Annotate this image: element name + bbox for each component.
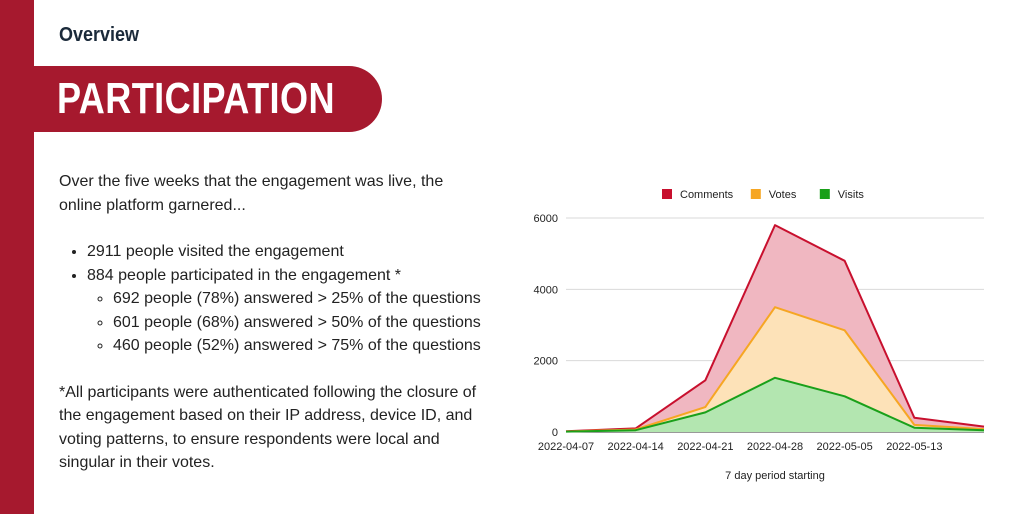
area-chart-svg: 0 2000 4000 6000 2022-04-07 2022-04-14 2022-04… (534, 189, 985, 482)
legend-swatch-votes (750, 189, 761, 199)
series-area-visits (566, 377, 984, 432)
bullet-visits: 2911 people visited the engagement (87, 240, 489, 264)
brand-side-bar (0, 0, 34, 514)
page-title: PARTICIPATION (57, 74, 335, 123)
section-label: Overview (59, 24, 140, 46)
body-text: Over the five weeks that the engagement … (59, 170, 489, 475)
sub-bullet-50: 601 people (68%) answered > 50% of the q… (113, 311, 489, 335)
legend-label-visits: Visits (838, 189, 865, 201)
y-tick-label-2000: 2000 (534, 356, 558, 368)
sub-bullet-list: 692 people (78%) answered > 25% of the q… (87, 287, 489, 358)
series-area-votes (566, 307, 984, 432)
y-tick-label-6000: 6000 (534, 213, 558, 225)
y-tick-label-0: 0 (552, 427, 558, 439)
intro-paragraph: Over the five weeks that the engagement … (59, 173, 444, 214)
title-banner: PARTICIPATION (34, 66, 382, 132)
x-tick-label-2: 2022-04-21 (677, 441, 733, 453)
participation-chart: 0 2000 4000 6000 2022-04-07 2022-04-14 2022-04… (520, 178, 1000, 488)
legend-label-votes: Votes (769, 189, 797, 201)
legend-swatch-comments (662, 189, 672, 199)
sub-bullet-25: 692 people (78%) answered > 25% of the q… (113, 287, 489, 311)
bullet-list: 2911 people visited the engagement 884 p… (59, 240, 489, 358)
x-axis-title: 7 day period starting (725, 470, 825, 482)
x-tick-label-4: 2022-05-05 (817, 441, 873, 453)
bullet-participants-text: 884 people participated in the engagemen… (87, 266, 402, 284)
x-tick-label-0: 2022-04-07 (538, 441, 594, 453)
series-line-comments (565, 224, 985, 433)
legend-swatch-visits (819, 189, 830, 199)
y-tick-label-4000: 4000 (534, 284, 558, 296)
bullet-visits-text: 2911 people visited the engagement (87, 243, 344, 260)
sub-bullet-75: 460 people (52%) answered > 75% of the q… (113, 334, 489, 358)
x-tick-label-3: 2022-04-28 (747, 441, 803, 453)
legend-label-comments: Comments (680, 189, 734, 201)
bullet-participants: 884 people participated in the engagemen… (87, 264, 489, 358)
x-tick-label-1: 2022-04-14 (608, 441, 664, 453)
footnote: *All participants were authenticated fol… (59, 383, 477, 472)
series-line-visits (565, 376, 985, 433)
x-tick-label-5: 2022-05-13 (886, 441, 942, 453)
